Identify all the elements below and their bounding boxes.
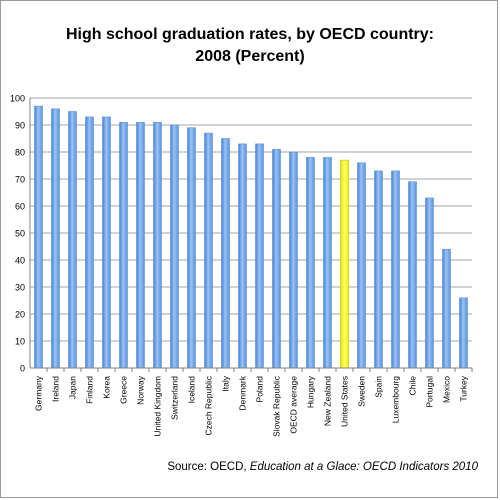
x-tick-label: Sweden [357,376,367,407]
x-tick-label: Turkey [459,375,469,401]
bar-slovak-republic [272,149,281,369]
bar-korea [102,116,111,369]
bar-germany [34,105,43,369]
bar-oecd-average [289,151,298,369]
x-tick-label: Norway [136,375,146,405]
y-tick-label: 0 [20,364,25,374]
y-tick-label: 10 [15,337,25,347]
y-tick-label: 100 [10,94,25,104]
x-tick-label: Hungary [306,375,316,408]
bar-finland [85,116,94,369]
bar-switzerland [170,124,179,369]
x-tick-label: Poland [255,376,265,403]
x-tick-label: Luxembourg [391,376,401,424]
bar-turkey [459,297,468,369]
x-tick-label: United States [340,376,350,427]
bar-united-states [340,159,349,369]
bar-portugal [425,197,434,369]
bar-japan [68,111,77,369]
chart-title-line2: 2008 (Percent) [195,48,305,65]
y-tick-label: 90 [15,121,25,131]
x-tick-label: Spain [374,376,384,398]
bar-sweden [357,162,366,369]
bar-hungary [306,157,315,369]
y-tick-label: 20 [15,310,25,320]
bar-norway [136,122,145,369]
bar-united-kingdom [153,122,162,369]
source-publication: Education at a Glace: OECD Indicators 20… [249,461,478,473]
x-tick-label: United Kingdom [153,376,163,436]
y-tick-label: 50 [15,229,25,239]
bar-denmark [238,143,247,369]
y-tick-label: 30 [15,283,25,293]
y-tick-label: 40 [15,256,25,266]
x-tick-label: OECD average [289,376,299,434]
x-tick-label: Greece [119,376,129,404]
bar-greece [119,122,128,369]
bar-chile [408,181,417,369]
bar-spain [374,170,383,369]
x-tick-label: Ireland [51,376,61,402]
bar-luxembourg [391,170,400,369]
bar-czech-republic [204,132,213,369]
x-tick-label: Germany [34,375,44,411]
y-tick-label: 70 [15,175,25,185]
x-tick-label: Denmark [238,375,248,410]
x-tick-label: Iceland [187,376,197,404]
x-tick-label: Mexico [442,376,452,403]
bar-ireland [51,108,60,369]
x-tick-label: New Zealand [323,376,333,426]
chart-title: High school graduation rates, by OECD co… [0,24,500,68]
x-tick-label: Chile [408,376,418,396]
y-tick-label: 60 [15,202,25,212]
bar-italy [221,138,230,369]
x-tick-label: Czech Republic [204,375,214,435]
x-tick-label: Japan [68,376,78,399]
x-tick-label: Switzerland [170,376,180,420]
bar-mexico [442,248,451,369]
bar-poland [255,143,264,369]
x-tick-label: Slovak Republic [272,375,282,437]
bar-iceland [187,127,196,369]
x-tick-label: Italy [221,375,231,391]
x-tick-label: Finland [85,376,95,404]
chart-title-line1: High school graduation rates, by OECD co… [65,26,435,43]
y-tick-label: 80 [15,148,25,158]
source-note: Source: OECD, Education at a Glace: OECD… [167,461,478,473]
source-prefix: Source: OECD, [167,461,250,473]
x-tick-label: Portugal [425,376,435,408]
bar-new-zealand [323,157,332,369]
x-tick-label: Korea [102,376,112,399]
